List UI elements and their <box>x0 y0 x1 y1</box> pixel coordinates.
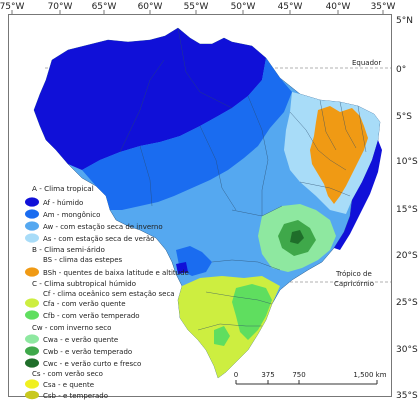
lat-label-20s: 20°S <box>396 251 418 261</box>
legend-swatch-am <box>25 209 39 219</box>
legend-label-cwc: Cwc - e verão curto e fresco <box>43 360 141 368</box>
lon-label-70w: 70°W <box>48 2 73 12</box>
scale-label-1500: 1,500 km <box>353 371 386 379</box>
lon-label-65w: 65°W <box>92 2 117 12</box>
legend-label-af: Af - húmido <box>43 199 83 207</box>
lat-label-10s: 10°S <box>396 157 418 167</box>
legend-swatch-cwa <box>25 334 39 344</box>
legend-swatch-bsh <box>25 267 39 277</box>
legend-swatch-csa <box>25 379 39 389</box>
state-borders <box>119 27 367 331</box>
legend-swatch-aw <box>25 221 39 231</box>
region-af-south <box>176 262 188 274</box>
frame-ticks <box>11 10 384 14</box>
lon-label-40w: 40°W <box>326 2 351 12</box>
legend-swatch-csb <box>25 390 39 400</box>
lat-label-5s: 5°S <box>396 112 412 122</box>
legend-label-cs: Cs - com verão seco <box>32 370 103 378</box>
lon-label-55w: 55°W <box>184 2 209 12</box>
legend-label-csb: Csb - e temperado <box>43 392 108 400</box>
legend-group-c: C - Clima subtropical húmido <box>32 279 136 288</box>
legend-swatch-cwb <box>25 346 39 356</box>
legend-label-as: As - com estação seca de verão <box>43 235 154 243</box>
legend-label-bs: BS - clima das estepes <box>43 256 123 264</box>
scale-label-375: 375 <box>261 371 274 379</box>
legend-label-am: Am - mongônico <box>43 211 100 219</box>
lat-label-25s: 25°S <box>396 298 418 308</box>
lon-label-75w: 75°W <box>0 2 25 12</box>
latitude-labels: 5°N 0° 5°S 10°S 15°S 20°S 25°S 30°S 35°S <box>396 16 418 401</box>
lon-label-45w: 45°W <box>278 2 303 12</box>
lat-label-15s: 15°S <box>396 205 418 215</box>
lat-label-30s: 30°S <box>396 345 418 355</box>
region-bsh <box>310 106 368 204</box>
region-cwc <box>290 230 304 244</box>
lat-label-5n: 5°N <box>396 16 413 26</box>
map-frame <box>8 14 392 397</box>
region-am <box>82 58 292 210</box>
region-cfb-2 <box>214 326 230 346</box>
legend-label-cwb: Cwb - e verão temperado <box>43 348 132 356</box>
legend: A - Clima tropical Af - húmido Am - mong… <box>25 184 189 400</box>
region-cfb <box>232 284 272 340</box>
tropic-label-1: Trópico de <box>335 270 372 278</box>
legend-label-bsh: BSh - quentes de baixa latitude e altitu… <box>43 269 189 277</box>
legend-swatch-as <box>25 233 39 243</box>
legend-group-b: B - Clima semi-árido <box>32 245 105 254</box>
lat-label-35s: 35°S <box>396 391 418 401</box>
legend-label-cw: Cw - com inverno seco <box>32 324 111 332</box>
region-af-coast <box>334 140 382 250</box>
equator-label: Equador <box>352 59 381 67</box>
longitude-labels: 75°W 70°W 65°W 60°W 55°W 50°W 45°W 40°W … <box>0 2 396 12</box>
legend-label-cfa: Cfa - com verão quente <box>43 300 126 308</box>
scale-label-750: 750 <box>292 371 305 379</box>
lat-label-0: 0° <box>396 65 406 75</box>
legend-label-cfb: Cfb - com verão temperado <box>43 312 140 320</box>
legend-group-a: A - Clima tropical <box>32 184 94 193</box>
legend-label-csa: Csa - e quente <box>43 381 94 389</box>
legend-swatch-cfb <box>25 310 39 320</box>
legend-label-aw: Aw - com estação seca de inverno <box>43 223 163 231</box>
region-af <box>34 28 266 170</box>
lon-label-35w: 35°W <box>371 2 396 12</box>
scale-label-0: 0 <box>234 371 238 379</box>
legend-label-cf: Cf - clima oceânico sem estação seca <box>43 290 175 298</box>
lon-label-50w: 50°W <box>231 2 256 12</box>
legend-swatch-af <box>25 197 39 207</box>
tropic-label-2: Capricórnio <box>334 280 374 288</box>
scale-bar: 0 375 750 1,500 km <box>234 371 387 385</box>
legend-label-cwa: Cwa - e verão quente <box>43 336 118 344</box>
legend-swatch-cfa <box>25 298 39 308</box>
lon-label-60w: 60°W <box>138 2 163 12</box>
legend-swatch-cwc <box>25 358 39 368</box>
